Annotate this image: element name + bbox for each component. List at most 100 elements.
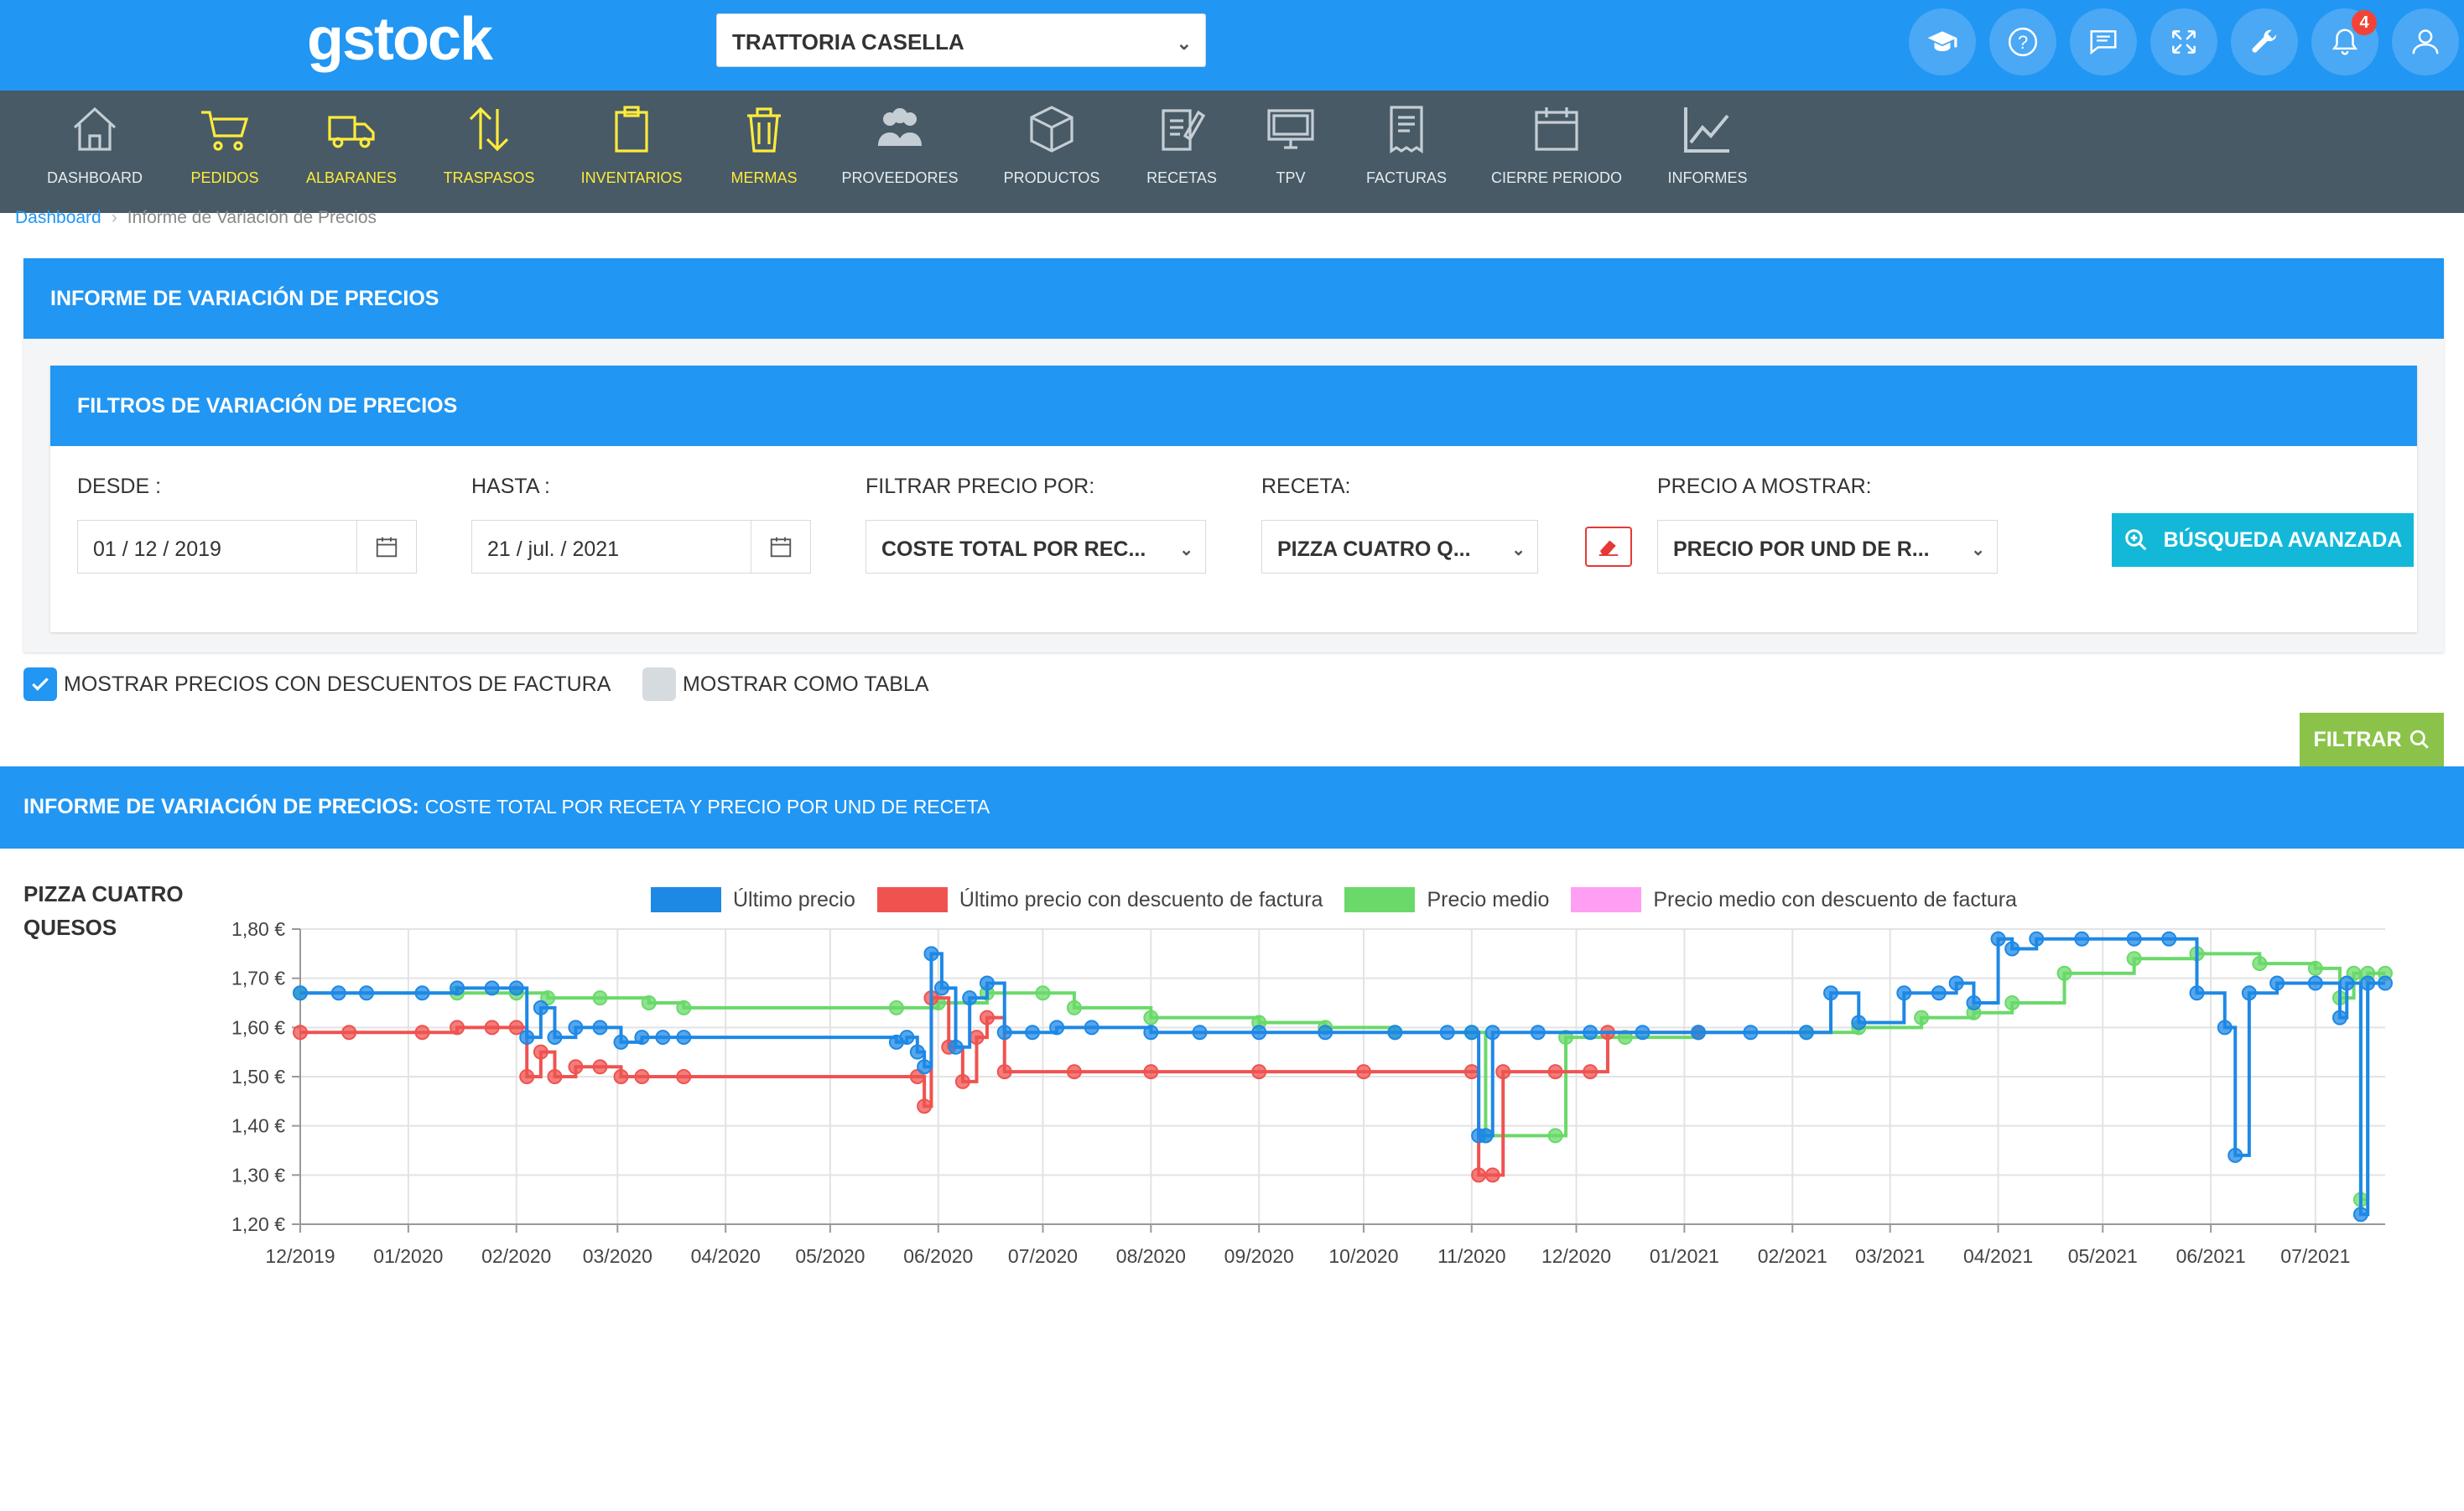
graduation-cap-icon[interactable] [1909, 8, 1976, 75]
nav-proveedores[interactable]: PROVEEDORES [841, 91, 959, 213]
x-tick-label: 12/2019 [265, 1245, 335, 1267]
x-tick-label: 04/2020 [691, 1245, 761, 1267]
filtrar-precio-select[interactable]: COSTE TOTAL POR REC... ⌄ [866, 520, 1206, 574]
legend-swatch [1571, 887, 1642, 912]
report-subtitle: COSTE TOTAL POR RECETA Y PRECIO POR UND … [424, 796, 990, 818]
data-point [1143, 1010, 1159, 1026]
data-point [2161, 931, 2177, 947]
data-point [414, 985, 430, 1001]
x-tick-label: 11/2020 [1437, 1245, 1505, 1267]
data-point [1318, 1025, 1333, 1041]
hasta-date-input[interactable]: 21 / jul. / 2021 [471, 520, 751, 574]
data-point [899, 1030, 915, 1046]
data-point [519, 1030, 535, 1046]
nav-dashboard[interactable]: DASHBOARD [46, 91, 143, 213]
report-title-line: INFORME DE VARIACIÓN DE PRECIOS: COSTE T… [23, 795, 990, 819]
desde-calendar-button[interactable] [356, 520, 417, 574]
data-point [2360, 975, 2376, 991]
show-discounts-checkbox[interactable]: MOSTRAR PRECIOS CON DESCUENTOS DE FACTUR… [23, 667, 611, 701]
precio-mostrar-select[interactable]: PRECIO POR UND DE R... ⌄ [1657, 520, 1998, 574]
top-bar: gstock TRATTORIA CASELLA ⌄ ? 4 [0, 0, 2464, 91]
nav-recetas[interactable]: RECETAS [1146, 91, 1218, 213]
x-tick-label: 04/2021 [1963, 1245, 2033, 1267]
data-point [1066, 1000, 1082, 1015]
data-point [293, 1025, 308, 1041]
data-point [2339, 975, 2355, 991]
data-point [1583, 1025, 1598, 1041]
legend-item-ultimo-precio-descuento[interactable]: Último precio con descuento de factura [876, 887, 1323, 912]
data-point [1691, 1025, 1707, 1041]
bell-icon[interactable]: 4 [2311, 8, 2378, 75]
y-tick-label: 1,60 € [231, 1016, 285, 1038]
legend-label: Último precio con descuento de factura [959, 887, 1323, 911]
data-point [948, 1039, 964, 1055]
nav-traspasos[interactable]: TRASPASOS [444, 91, 534, 213]
nav-productos[interactable]: PRODUCTOS [1003, 91, 1100, 213]
nav-cierre-periodo[interactable]: CIERRE PERIODO [1491, 91, 1622, 213]
breadcrumb-separator: › [111, 208, 117, 227]
data-point [1914, 1010, 1930, 1026]
x-tick-label: 01/2021 [1650, 1245, 1719, 1267]
restaurant-select[interactable]: TRATTORIA CASELLA ⌄ [716, 13, 1206, 67]
data-point [641, 995, 657, 1010]
data-point [634, 1030, 650, 1046]
data-point [547, 1030, 563, 1046]
data-point [1484, 1025, 1500, 1041]
data-point [341, 1025, 357, 1041]
receta-select[interactable]: PIZZA CUATRO Q... ⌄ [1261, 520, 1538, 574]
hasta-calendar-button[interactable] [751, 520, 811, 574]
clipboard-icon [615, 106, 648, 153]
hasta-label: HASTA : [471, 475, 551, 498]
data-point [592, 1020, 608, 1036]
data-point [2189, 985, 2205, 1001]
top-icons: ? 4 [1909, 8, 2464, 79]
eraser-icon [1598, 540, 1619, 556]
data-point [2217, 1020, 2233, 1036]
nav-albaranes[interactable]: ALBARANES [306, 91, 397, 213]
advanced-search-button[interactable]: BÚSQUEDA AVANZADA [2112, 513, 2414, 567]
data-point [1495, 1064, 1511, 1080]
restaurant-select-value: TRATTORIA CASELLA [732, 29, 964, 55]
y-tick-label: 1,70 € [231, 968, 285, 989]
wrench-icon[interactable] [2231, 8, 2298, 75]
data-point [533, 1000, 548, 1015]
data-point [962, 990, 978, 1006]
data-point [969, 1030, 985, 1046]
chart-legend: Último precio Último precio con descuent… [651, 887, 2025, 912]
expand-icon[interactable] [2150, 8, 2217, 75]
nav-mermas[interactable]: MERMAS [726, 91, 802, 213]
data-point [1143, 1025, 1159, 1041]
legend-item-ultimo-precio[interactable]: Último precio [651, 887, 855, 912]
nav-informes[interactable]: INFORMES [1667, 91, 1748, 213]
breadcrumb-home[interactable]: Dashboard [15, 208, 101, 227]
data-point [676, 1030, 692, 1046]
data-point [2307, 960, 2323, 976]
legend-swatch [651, 887, 721, 912]
nav-pedidos[interactable]: PEDIDOS [183, 91, 267, 213]
transfer-icon [469, 106, 509, 152]
app-logo[interactable]: gstock [307, 6, 493, 73]
truck-icon [328, 116, 375, 148]
nav-informes-label: INFORMES [1667, 169, 1748, 186]
nav-mermas-label: MERMAS [730, 169, 798, 186]
user-icon[interactable] [2392, 8, 2459, 75]
legend-item-precio-medio[interactable]: Precio medio [1344, 887, 1549, 912]
nav-tpv[interactable]: TPV [1263, 91, 1318, 213]
data-point [676, 1000, 692, 1015]
filter-button[interactable]: FILTRAR [2300, 713, 2444, 766]
show-table-checkbox[interactable]: MOSTRAR COMO TABLA [642, 667, 929, 701]
calendar-icon [376, 537, 398, 558]
legend-label: Último precio [733, 887, 855, 911]
chat-icon[interactable] [2070, 8, 2137, 75]
nav-facturas[interactable]: FACTURAS [1364, 91, 1449, 213]
data-point [676, 1069, 692, 1084]
clear-receta-button[interactable] [1585, 527, 1632, 567]
nav-inventarios[interactable]: INVENTARIOS [580, 91, 683, 213]
desde-date-input[interactable]: 01 / 12 / 2019 [77, 520, 357, 574]
recipe-name: PIZZA CUATRO QUESOS [23, 881, 184, 940]
precio-mostrar-value: PRECIO POR UND DE R... [1673, 537, 1930, 561]
help-icon[interactable]: ? [1989, 8, 2056, 75]
legend-item-precio-medio-descuento[interactable]: Precio medio con descuento de factura [1571, 887, 2017, 912]
nav-dashboard-label: DASHBOARD [46, 169, 143, 186]
nav-tpv-label: TPV [1276, 169, 1306, 186]
